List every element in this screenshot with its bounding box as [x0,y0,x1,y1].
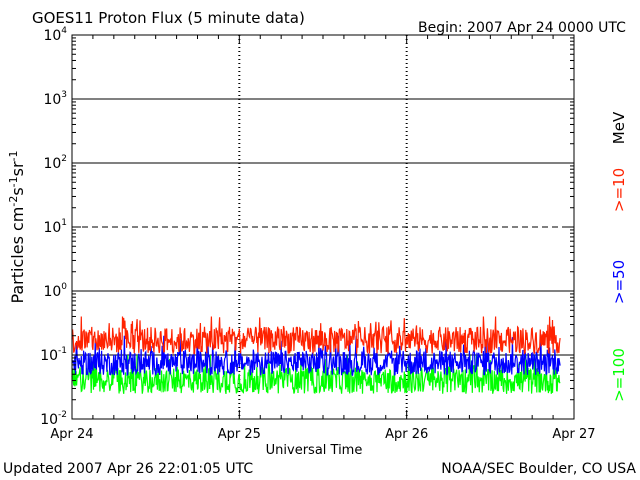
series-line [71,316,561,355]
legend-label: >=10 [610,168,628,212]
legend-entry: >=50 [610,260,628,304]
y-tick-label: 104 [43,26,67,44]
y-tick-label: 10-1 [40,346,67,364]
updated-time: Updated 2007 Apr 26 22:01:05 UTC [3,461,253,477]
y-tick-label: 102 [43,154,67,172]
legend-label: >=50 [610,260,628,304]
unit-label-text: MeV [610,111,628,144]
axes: 10-2 10-1 100 101 102 103 104 Apr 24 Apr 25 Apr 2… [40,26,595,442]
legend: >=10 >=50 >=100 [610,168,628,402]
x-tick-label: Apr 27 [552,427,595,442]
x-tick-label: Apr 25 [218,427,261,442]
x-tick-label: Apr 24 [50,427,93,442]
unit-label: MeV [610,111,628,144]
y-tick-label: 103 [43,90,67,108]
legend-entry: >=100 [610,348,628,402]
x-axis-label: Universal Time [266,443,363,458]
chart-title: GOES11 Proton Flux (5 minute data) [32,9,305,27]
flux-series [71,316,561,395]
begin-time: Begin: 2007 Apr 24 0000 UTC [418,20,626,36]
credit-text: NOAA/SEC Boulder, CO USA [441,461,636,477]
y-tick-label: 100 [43,282,67,300]
series-line [71,354,561,395]
series-line [71,335,561,377]
legend-label: >=100 [610,348,628,402]
y-axis-label: Particles cm-2s-1sr-1 [7,150,27,303]
x-tick-label: Apr 26 [385,427,428,442]
y-tick-label: 10-2 [40,410,67,428]
y-tick-label: 101 [43,218,67,236]
legend-entry: >=10 [610,168,628,212]
y-axis-label-text: Particles cm-2s-1sr-1 [7,150,27,303]
